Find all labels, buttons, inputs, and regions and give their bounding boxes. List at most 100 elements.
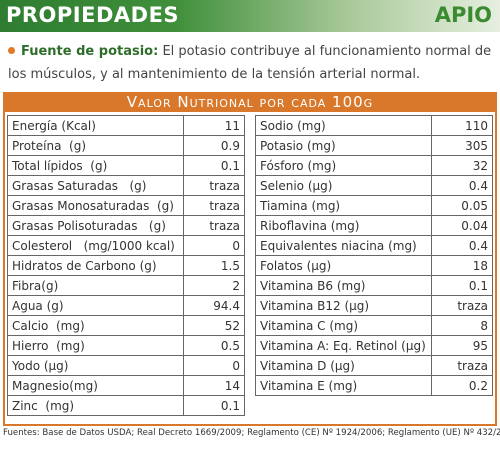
nutrient: Vitamina C (mg) [255,315,432,336]
nutrient: Yodo (µg) [7,355,184,376]
value: 0 [183,355,245,376]
bullet [8,47,15,54]
row: Hierro (mg) 0.5 [7,335,245,356]
note-text: El potasio contribuye al funcionamiento … [8,44,492,82]
row: Energía (Kcal) 11 [7,115,245,136]
value: 0.5 [183,335,245,356]
value: traza [183,195,245,216]
footer: Fuentes: Base de Datos USDA; Real Decret… [3,428,500,438]
value: 110 [431,115,493,136]
row: Vitamina C (mg) 8 [255,315,493,336]
nutrient: Colesterol (mg/1000 kcal) [7,235,184,256]
nutrient: Selenio (µg) [255,175,432,196]
left-table: Energía (Kcal) 11 Proteína (g) 0.9 Total líp… [7,115,245,416]
row: Equivalentes niacina (mg) 0.4 [255,235,493,256]
value: 52 [183,315,245,336]
nutrient: Calcio (mg) [7,315,184,336]
nutrient: Energía (Kcal) [7,115,184,136]
nutrient: Proteína (g) [7,135,184,156]
value: traza [183,215,245,236]
row: Selenio (µg) 0.4 [255,175,493,196]
value: 18 [431,255,493,276]
row: Total lípidos (g) 0.1 [7,155,245,176]
value: 14 [183,375,245,396]
value: 0 [183,235,245,256]
nutrient: Hidratos de Carbono (g) [7,255,184,276]
row: Agua (g) 94.4 [7,295,245,316]
row: Vitamina D (µg) traza [255,355,493,376]
nutrient: Agua (g) [7,295,184,316]
value: 0.04 [431,215,493,236]
value: 94.4 [183,295,245,316]
title: PROPIEDADES [6,3,180,27]
row: Zinc (mg) 0.1 [7,395,245,416]
nutrient: Zinc (mg) [7,395,184,416]
nutrient: Vitamina B6 (mg) [255,275,432,296]
value: 0.4 [431,235,493,256]
nutrient: Vitamina A: Eq. Retinol (µg) [255,335,432,356]
row: Sodio (mg) 110 [255,115,493,136]
row: Fósforo (mg) 32 [255,155,493,176]
nutrient: Vitamina E (mg) [255,375,432,396]
nutrient: Vitamina D (µg) [255,355,432,376]
product: APIO [434,3,492,27]
value: 1.5 [183,255,245,276]
nutrient: Sodio (mg) [255,115,432,136]
value: 305 [431,135,493,156]
value: 0.1 [183,155,245,176]
header: PROPIEDADES APIO [0,0,500,32]
nutrient: Fibra(g) [7,275,184,296]
nutrient: Vitamina B12 (µg) [255,295,432,316]
nutrient: Grasas Monosaturadas (g) [7,195,184,216]
row: Riboflavina (mg) 0.04 [255,215,493,236]
row: Grasas Polisoturadas (g) traza [7,215,245,236]
nutrient: Folatos (µg) [255,255,432,276]
nutrient: Riboflavina (mg) [255,215,432,236]
row: Grasas Monosaturadas (g) traza [7,195,245,216]
nutrient: Tiamina (mg) [255,195,432,216]
row: Folatos (µg) 18 [255,255,493,276]
value: 2 [183,275,245,296]
nutrient: Fósforo (mg) [255,155,432,176]
value: 11 [183,115,245,136]
note-label: Fuente de potasio: [21,44,159,59]
row: Fibra(g) 2 [7,275,245,296]
nutrient: Potasio (mg) [255,135,432,156]
value: traza [183,175,245,196]
value: 95 [431,335,493,356]
note: Fuente de potasio: El potasio contribuye… [8,40,492,86]
row: Vitamina E (mg) 0.2 [255,375,493,396]
value: 0.2 [431,375,493,396]
row: Grasas Saturadas (g) traza [7,175,245,196]
right-table: Sodio (mg) 110 Potasio (mg) 305 Fósforo (mg)… [255,115,493,396]
nutrient: Total lípidos (g) [7,155,184,176]
nutrient: Equivalentes niacina (mg) [255,235,432,256]
row: Potasio (mg) 305 [255,135,493,156]
nutrient: Grasas Saturadas (g) [7,175,184,196]
row: Proteína (g) 0.9 [7,135,245,156]
table-frame: Energía (Kcal) 11 Proteína (g) 0.9 Total líp… [3,112,497,426]
table-title: Valor Nutrional por cada 100g [3,92,497,112]
value: 0.9 [183,135,245,156]
value: 0.1 [183,395,245,416]
value: 0.1 [431,275,493,296]
row: Tiamina (mg) 0.05 [255,195,493,216]
row: Vitamina B12 (µg) traza [255,295,493,316]
row: Calcio (mg) 52 [7,315,245,336]
nutrient: Magnesio(mg) [7,375,184,396]
nutrient: Grasas Polisoturadas (g) [7,215,184,236]
value: 32 [431,155,493,176]
nutrient: Hierro (mg) [7,335,184,356]
row: Colesterol (mg/1000 kcal) 0 [7,235,245,256]
row: Hidratos de Carbono (g) 1.5 [7,255,245,276]
row: Vitamina A: Eq. Retinol (µg) 95 [255,335,493,356]
value: 0.05 [431,195,493,216]
row: Vitamina B6 (mg) 0.1 [255,275,493,296]
row: Magnesio(mg) 14 [7,375,245,396]
value: 8 [431,315,493,336]
value: traza [431,355,493,376]
value: 0.4 [431,175,493,196]
row: Yodo (µg) 0 [7,355,245,376]
value: traza [431,295,493,316]
